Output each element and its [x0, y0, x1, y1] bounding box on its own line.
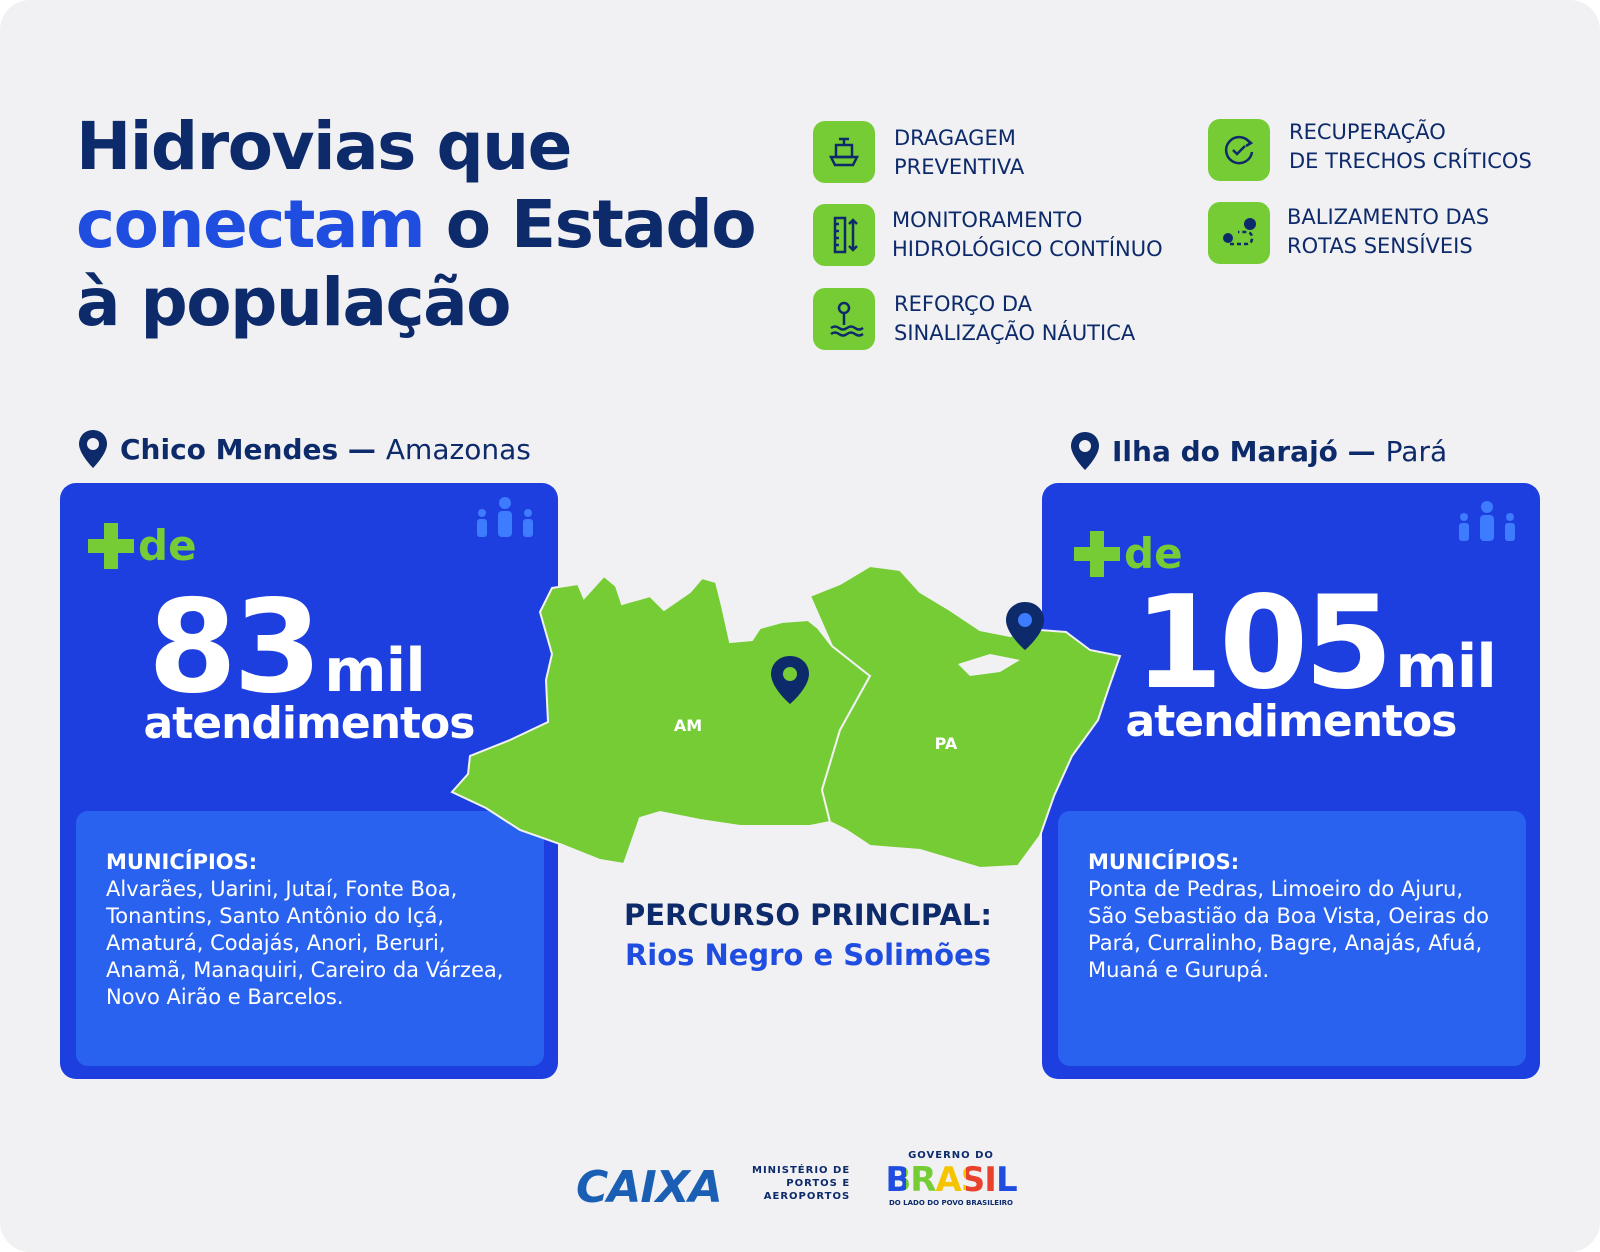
title-text: o Estado — [445, 186, 757, 263]
plus-prefix: de — [1074, 529, 1183, 578]
state-am — [450, 574, 872, 866]
icon-monitoring — [813, 204, 875, 266]
state-name: Pará — [1385, 434, 1448, 468]
gov-top: GOVERNO DO — [908, 1150, 994, 1161]
icon-dredging — [813, 121, 875, 183]
location-header: Ilha do Marajó — Pará — [1068, 430, 1447, 472]
title-line: conectam o Estado — [76, 186, 757, 264]
action-line: PREVENTIVA — [894, 155, 1025, 179]
pin-icon — [79, 430, 107, 468]
plus-icon — [88, 522, 134, 569]
river-mouth — [958, 654, 1020, 676]
pin-icon — [1071, 432, 1099, 470]
map-label: AM — [674, 716, 702, 735]
municipalities-box: MUNICÍPIOS: Ponta de Pedras, Limoeiro do … — [1058, 811, 1526, 1066]
headline-number: 105 mil — [1134, 569, 1497, 718]
icon-routes — [1208, 202, 1270, 264]
title-line: à população — [76, 264, 512, 341]
icon — [1224, 135, 1254, 165]
plus-prefix: de — [88, 521, 197, 570]
municipalities: MUNICÍPIOS: Ponta de Pedras, Limoeiro do … — [1088, 849, 1498, 984]
ministry-line: MINISTÉRIO DE — [752, 1165, 851, 1176]
prefix: de — [1124, 529, 1183, 578]
action-line: BALIZAMENTO DAS — [1287, 205, 1490, 229]
municipalities-list: Ponta de Pedras, Limoeiro do Ajuru, São … — [1088, 877, 1489, 982]
people-icon — [477, 497, 533, 537]
action-line: SINALIZAÇÃO NÁUTICA — [894, 321, 1136, 345]
unit: mil — [1395, 632, 1497, 702]
place-name: Chico Mendes — — [120, 432, 376, 466]
state-pa — [808, 564, 1122, 870]
pin-pa — [1006, 602, 1044, 650]
people-icon — [1459, 501, 1515, 541]
route-rivers: Rios Negro e Solimões — [624, 938, 992, 972]
number-label: atendimentos — [1125, 696, 1458, 747]
gov-name: BRASIL — [876, 1161, 1026, 1199]
icon — [830, 301, 864, 337]
action-line: HIDROLÓGICO CONTÍNUO — [892, 237, 1163, 261]
action-line: DRAGAGEM — [894, 126, 1016, 150]
number: 83 — [148, 573, 322, 722]
icon-recovery — [1208, 119, 1270, 181]
title-line: Hidrovias que — [76, 108, 572, 185]
place-name: Ilha do Marajó — — [1112, 434, 1376, 468]
icon — [833, 216, 858, 254]
region-card: de 105 mil atendimentos MUNICÍPIOS: Ponta … — [1042, 483, 1540, 1079]
location-header: Chico Mendes — Amazonas — [76, 428, 531, 470]
plus-icon — [1074, 530, 1120, 577]
action-line: ROTAS SENSÍVEIS — [1287, 234, 1473, 258]
action-line: DE TRECHOS CRÍTICOS — [1289, 149, 1532, 173]
gov-tagline: DO LADO DO POVO BRASILEIRO — [888, 1199, 1014, 1207]
action-line: RECUPERAÇÃO — [1289, 120, 1446, 144]
action-text: DRAGAGEM PREVENTIVA — [894, 124, 1024, 182]
municipalities-list: Alvarães, Uarini, Jutaí, Fonte Boa, Tona… — [106, 877, 504, 1009]
prefix: de — [138, 521, 197, 570]
icon — [828, 137, 860, 167]
municipalities-heading: MUNICÍPIOS: — [1088, 850, 1240, 874]
caixa-logo: CAIXA — [576, 1162, 723, 1213]
map-label: PA — [935, 734, 958, 753]
pin-am — [771, 656, 809, 704]
ministry-logo: MINISTÉRIO DE PORTOS E AEROPORTOS — [752, 1164, 850, 1203]
action-line: REFORÇO DA — [894, 292, 1033, 316]
action-text: REFORÇO DA SINALIZAÇÃO NÁUTICA — [894, 290, 1135, 348]
number-label: atendimentos — [143, 698, 476, 749]
municipalities: MUNICÍPIOS: Alvarães, Uarini, Jutaí, Font… — [106, 849, 516, 1011]
action-text: MONITORAMENTO HIDROLÓGICO CONTÍNUO — [892, 206, 1163, 264]
municipalities-box: MUNICÍPIOS: Alvarães, Uarini, Jutaí, Font… — [76, 811, 544, 1066]
icon — [1223, 218, 1256, 246]
action-text: BALIZAMENTO DAS ROTAS SENSÍVEIS — [1287, 203, 1489, 261]
region-card: de 83 mil atendimentos MUNICÍPIOS: Alvarãe… — [60, 483, 558, 1079]
icon-signaling — [813, 288, 875, 350]
unit: mil — [324, 636, 426, 706]
ministry-line: AEROPORTOS — [763, 1191, 851, 1202]
ministry-line: PORTOS E — [786, 1178, 851, 1189]
title-highlight: conectam — [76, 186, 426, 263]
headline-number: 83 mil — [148, 573, 426, 722]
state-name: Amazonas — [385, 432, 531, 466]
number: 105 — [1134, 569, 1393, 718]
title: Hidrovias que conectam o Estado à popula… — [76, 108, 757, 342]
action-text: RECUPERAÇÃO DE TRECHOS CRÍTICOS — [1289, 118, 1532, 176]
municipalities-heading: MUNICÍPIOS: — [106, 850, 258, 874]
action-line: MONITORAMENTO — [892, 208, 1083, 232]
route-heading: PERCURSO PRINCIPAL: — [623, 898, 993, 932]
gov-logo: GOVERNO DO BRASIL DO LADO DO POVO BRASIL… — [876, 1150, 1026, 1207]
